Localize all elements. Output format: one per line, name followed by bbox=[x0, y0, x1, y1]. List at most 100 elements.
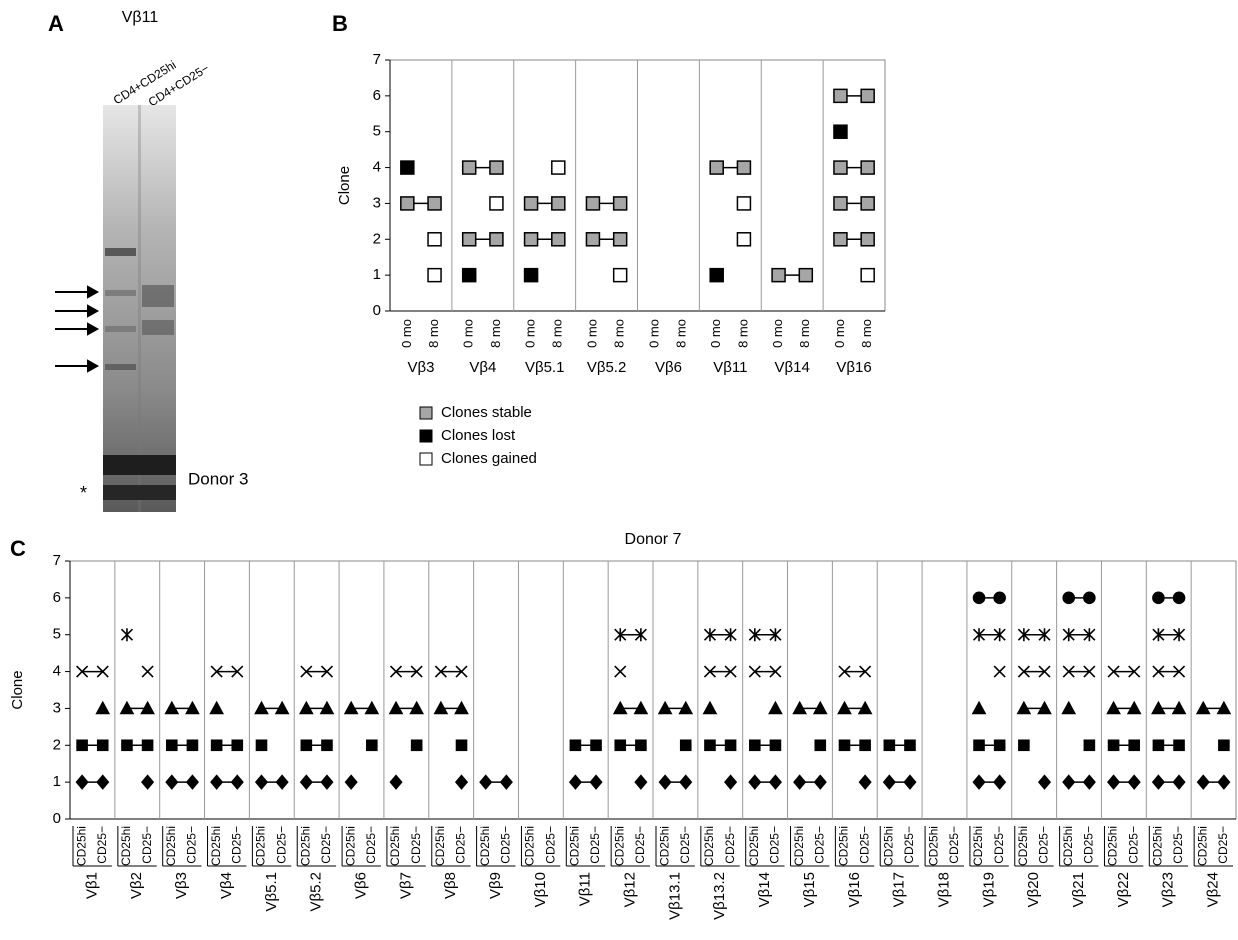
clone-marker bbox=[346, 776, 357, 789]
clone-marker bbox=[1084, 776, 1095, 789]
x-group-label: Vβ17 bbox=[891, 872, 908, 907]
clone-marker bbox=[834, 197, 847, 210]
legend-swatch bbox=[420, 430, 432, 442]
x-sub-label: CD25hi bbox=[523, 826, 537, 866]
clone-marker bbox=[525, 233, 538, 246]
clone-marker bbox=[552, 161, 565, 174]
clone-marker bbox=[861, 269, 874, 282]
gel-band bbox=[103, 455, 176, 475]
clone-marker bbox=[1129, 740, 1139, 750]
y-tick-label: 6 bbox=[373, 87, 381, 104]
clone-marker bbox=[1153, 740, 1163, 750]
clone-marker bbox=[884, 740, 894, 750]
x-sub-label: CD25hi bbox=[299, 826, 313, 866]
clone-marker bbox=[737, 161, 750, 174]
x-sub-label: 0 mo bbox=[523, 319, 538, 348]
x-sub-label: CD25hi bbox=[119, 826, 133, 866]
gel-band bbox=[105, 248, 136, 256]
clone-marker bbox=[769, 702, 781, 713]
x-sub-label: CD25hi bbox=[612, 826, 626, 866]
clone-marker bbox=[614, 269, 627, 282]
clone-marker bbox=[884, 776, 895, 789]
x-sub-label: CD25hi bbox=[568, 826, 582, 866]
clone-marker bbox=[834, 89, 847, 102]
clone-marker bbox=[615, 666, 626, 677]
legend-label: Clones lost bbox=[441, 427, 516, 444]
x-sub-label: CD25− bbox=[768, 826, 782, 864]
clone-marker bbox=[142, 776, 153, 789]
clone-marker bbox=[799, 269, 812, 282]
clone-marker bbox=[705, 740, 715, 750]
clone-marker bbox=[815, 776, 826, 789]
x-group-label: Vβ19 bbox=[980, 872, 997, 907]
gel-band bbox=[103, 485, 176, 500]
x-group-label: Vβ4 bbox=[469, 359, 496, 376]
clone-marker bbox=[1198, 776, 1209, 789]
y-tick-label: 5 bbox=[373, 123, 381, 140]
clone-marker bbox=[904, 776, 915, 789]
x-sub-label: CD25hi bbox=[209, 826, 223, 866]
clone-marker bbox=[463, 233, 476, 246]
clone-marker bbox=[726, 740, 736, 750]
x-sub-label: CD25− bbox=[274, 826, 288, 864]
gel-band bbox=[142, 285, 174, 307]
x-sub-label: CD25− bbox=[633, 826, 647, 864]
clone-marker bbox=[301, 776, 312, 789]
x-sub-label: CD25hi bbox=[254, 826, 268, 866]
clone-marker bbox=[861, 89, 874, 102]
gel-band bbox=[105, 326, 136, 332]
clone-marker bbox=[1063, 702, 1075, 713]
clone-marker bbox=[974, 776, 985, 789]
clone-marker bbox=[187, 740, 197, 750]
clone-marker bbox=[614, 197, 627, 210]
x-group-label: Vβ10 bbox=[532, 872, 549, 907]
x-sub-label: CD25− bbox=[319, 826, 333, 864]
x-sub-label: CD25− bbox=[1216, 826, 1230, 864]
x-group-label: Vβ5.2 bbox=[308, 872, 325, 912]
x-sub-label: CD25− bbox=[588, 826, 602, 864]
clone-marker bbox=[994, 592, 1005, 603]
x-group-label: Vβ16 bbox=[846, 872, 863, 907]
x-group-label: Vβ23 bbox=[1160, 872, 1177, 907]
clone-marker bbox=[861, 197, 874, 210]
x-sub-label: 8 mo bbox=[673, 319, 688, 348]
clone-marker bbox=[256, 740, 266, 750]
clone-marker bbox=[391, 776, 402, 789]
clone-marker bbox=[570, 776, 581, 789]
clone-marker bbox=[1218, 776, 1229, 789]
clone-marker bbox=[1129, 776, 1140, 789]
x-group-label: Vβ5.2 bbox=[587, 359, 627, 376]
clone-marker bbox=[995, 740, 1005, 750]
clone-marker bbox=[591, 740, 601, 750]
gel-band bbox=[105, 290, 136, 296]
clone-marker bbox=[525, 269, 538, 282]
clone-marker bbox=[1063, 776, 1074, 789]
x-sub-label: CD25hi bbox=[1061, 826, 1075, 866]
clone-marker bbox=[166, 776, 177, 789]
clone-marker bbox=[1219, 740, 1229, 750]
clone-marker bbox=[321, 776, 332, 789]
clone-marker bbox=[401, 197, 414, 210]
x-sub-label: CD25− bbox=[1037, 826, 1051, 864]
clone-marker bbox=[256, 776, 267, 789]
x-group-label: Vβ11 bbox=[713, 359, 747, 376]
x-sub-label: CD25hi bbox=[837, 826, 851, 866]
panel-a: A Vβ11 CD4+CD25hi CD4+CD25− Donor 3 * bbox=[48, 9, 248, 512]
clone-marker bbox=[839, 740, 849, 750]
clone-marker bbox=[1109, 740, 1119, 750]
clone-marker bbox=[480, 776, 491, 789]
x-group-label: Vβ4 bbox=[218, 872, 235, 899]
clone-marker bbox=[1019, 740, 1029, 750]
clone-marker bbox=[490, 161, 503, 174]
clone-marker bbox=[973, 702, 985, 713]
x-group-label: Vβ5.1 bbox=[263, 872, 280, 912]
clone-marker bbox=[905, 740, 915, 750]
gel-band bbox=[105, 364, 136, 370]
x-sub-label: CD25− bbox=[454, 826, 468, 864]
panel-label: B bbox=[332, 11, 348, 36]
x-sub-label: 0 mo bbox=[461, 319, 476, 348]
x-group-label: Vβ16 bbox=[836, 359, 871, 376]
clone-marker bbox=[401, 161, 414, 174]
clone-marker bbox=[834, 161, 847, 174]
x-group-label: Vβ13.1 bbox=[666, 872, 683, 920]
